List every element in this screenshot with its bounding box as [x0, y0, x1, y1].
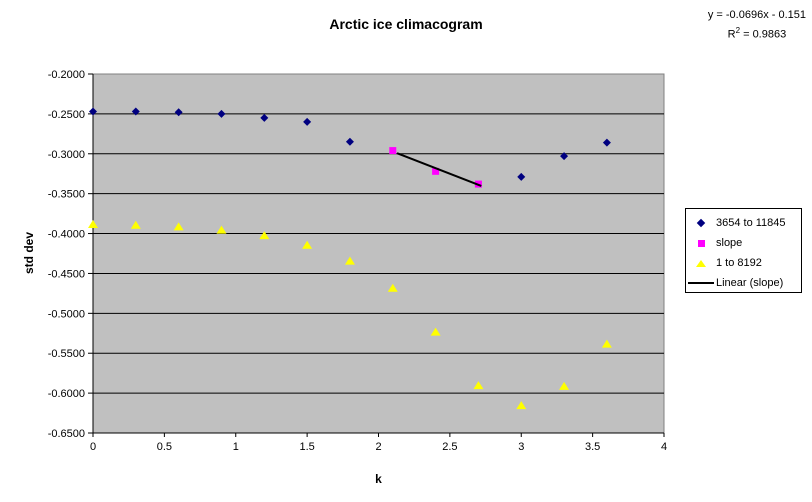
- x-tick-label: 4: [661, 441, 667, 453]
- data-point-diamond: [517, 172, 526, 181]
- data-point-diamond: [602, 138, 611, 147]
- data-point-square: [432, 167, 440, 175]
- data-point-diamond: [131, 107, 140, 116]
- y-tick-label: -0.4500: [48, 268, 85, 280]
- chart-title: Arctic ice climacogram: [329, 16, 483, 32]
- data-point-triangle: [516, 401, 527, 410]
- y-tick-label: -0.6000: [48, 388, 85, 400]
- x-tick-label: 0.5: [157, 441, 172, 453]
- r-squared-prefix: R: [727, 28, 736, 41]
- r-squared-line: R2 = 0.9863: [708, 23, 806, 43]
- x-tick-label: 2.5: [442, 441, 457, 453]
- data-point-triangle: [430, 327, 441, 336]
- x-tick-label: 0: [90, 441, 96, 453]
- y-tick-label: -0.5000: [48, 308, 85, 320]
- data-point-diamond: [217, 109, 226, 118]
- legend-label: 1 to 8192: [716, 257, 762, 269]
- legend-label: Linear (slope): [716, 277, 784, 289]
- trendline-equation: y = -0.0696x - 0.151 R2 = 0.9863: [708, 7, 806, 43]
- x-tick-label: 1: [233, 441, 239, 453]
- legend-label: 3654 to 11845: [716, 217, 786, 229]
- y-tick-label: -0.4000: [48, 229, 85, 241]
- data-point-triangle: [387, 283, 398, 292]
- data-point-triangle: [473, 381, 484, 390]
- data-point-square: [389, 147, 397, 155]
- x-tick-label: 3.5: [585, 441, 600, 453]
- legend-label: slope: [716, 237, 743, 249]
- data-point-triangle: [601, 339, 612, 348]
- y-tick-label: -0.6500: [48, 428, 85, 440]
- y-tick-label: -0.3500: [48, 189, 85, 201]
- legend-item: Linear (slope): [686, 273, 801, 293]
- x-tick-label: 3: [518, 441, 524, 453]
- x-tick-label: 2: [375, 441, 381, 453]
- data-point-triangle: [130, 220, 141, 229]
- x-tick-label: 1.5: [299, 441, 314, 453]
- data-point-triangle: [259, 231, 270, 240]
- y-tick-label: -0.2500: [48, 109, 85, 121]
- y-tick-label: -0.5500: [48, 348, 85, 360]
- legend: 3654 to 11845 slope 1 to 8192 Linear (sl…: [685, 208, 802, 293]
- data-point-triangle: [216, 225, 227, 234]
- triangle-marker-icon: [696, 259, 706, 267]
- data-point-triangle: [88, 219, 98, 228]
- data-point-diamond: [260, 113, 269, 122]
- data-point-diamond: [174, 108, 183, 117]
- data-point-triangle: [559, 381, 570, 390]
- plot-area: [92, 73, 665, 434]
- r-squared-value: = 0.9863: [740, 28, 787, 41]
- data-point-diamond: [89, 107, 97, 116]
- trendline: [396, 152, 482, 187]
- data-point-triangle: [173, 222, 184, 231]
- equation-line: y = -0.0696x - 0.151: [707, 9, 806, 21]
- square-marker-icon: [697, 239, 705, 247]
- data-point-triangle: [344, 256, 355, 265]
- y-tick-label: -0.2000: [48, 69, 85, 81]
- data-point-diamond: [345, 137, 354, 146]
- x-axis-title: k: [375, 472, 382, 486]
- data-point-diamond: [560, 152, 569, 161]
- data-point-triangle: [302, 240, 313, 249]
- data-point-diamond: [303, 117, 312, 126]
- diamond-marker-icon: [696, 218, 706, 228]
- trendline-marker-icon: [688, 282, 714, 284]
- legend-item: 1 to 8192: [686, 253, 801, 273]
- legend-item: 3654 to 11845: [686, 213, 801, 233]
- r-squared-exponent: 2: [735, 26, 741, 35]
- y-tick-label: -0.3000: [48, 149, 85, 161]
- legend-item: slope: [686, 233, 801, 253]
